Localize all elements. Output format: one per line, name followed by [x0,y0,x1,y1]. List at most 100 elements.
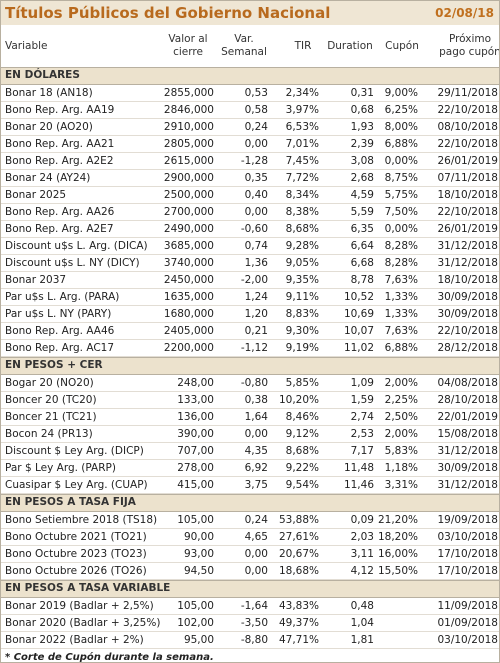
cell: 6,53% [285,121,319,133]
cell: 6,92 [244,462,268,474]
footnote: * Corte de Cupón durante la semana. [5,652,214,663]
table-row [1,204,499,221]
cell: 9,28% [285,240,319,252]
table-row [1,375,499,392]
cell: 0,00 [244,565,268,577]
cell: 2500,000 [163,189,214,201]
cell: 7,63% [384,274,418,286]
cell: 0,24 [244,514,268,526]
cell: 8,46% [285,411,319,423]
cell: Bonar 2037 [5,274,67,286]
table-row [1,238,499,255]
cell: 30/09/2018 [437,291,498,303]
cell: 2,39 [350,138,374,150]
table-row [1,409,499,426]
cell: 0,53 [244,87,268,99]
cell: 8,00% [384,121,418,133]
cell: 5,85% [285,377,319,389]
cell: Bonar 24 (AY24) [5,172,91,184]
cell: Bogar 20 (NO20) [5,377,94,389]
cell: 2900,000 [163,172,214,184]
cell: 1,04 [350,617,374,629]
cell: 10,20% [278,394,319,406]
cell: 0,00 [244,206,268,218]
table-row [1,289,499,306]
cell: 11,02 [343,342,374,354]
cell: 8,68% [285,223,319,235]
cell: 1,64 [244,411,268,423]
cell: 2450,000 [163,274,214,286]
cell: 01/09/2018 [437,617,498,629]
table-row [1,426,499,443]
cell: 26/01/2019 [437,155,498,167]
cell: 2,74 [350,411,374,423]
cell: 0,40 [244,189,268,201]
table-row [1,85,499,102]
table-row [1,323,499,340]
cell: 11/09/2018 [437,600,498,612]
cell: 95,00 [183,634,214,646]
cell: 133,00 [177,394,214,406]
table-row [1,443,499,460]
cell: 30/09/2018 [437,462,498,474]
cell: 2,53 [350,428,374,440]
cell: 0,35 [244,172,268,184]
cell: 93,00 [183,548,214,560]
cell: 2855,000 [163,87,214,99]
cell: 7,17 [350,445,374,457]
cell: 22/10/2018 [437,138,498,150]
cell: 7,63% [384,325,418,337]
cell: 707,00 [177,445,214,457]
cell: 248,00 [177,377,214,389]
cell: 31/12/2018 [437,257,498,269]
cell: 16,00% [377,548,418,560]
cell: 2,03 [350,531,374,543]
cell: 6,64 [350,240,374,252]
cell: 1680,000 [163,308,214,320]
cell: 0,09 [350,514,374,526]
cell: 105,00 [177,514,214,526]
column-header: Duration [327,40,373,52]
cell: 9,11% [285,291,319,303]
cell: 18/10/2018 [437,274,498,286]
table-row [1,136,499,153]
cell: 18,20% [377,531,418,543]
cell: 3,31% [384,479,418,491]
column-header: Próximo pago cupón [439,33,500,58]
cell: 10,52 [343,291,374,303]
cell: 0,68 [350,104,374,116]
column-header: TIR [294,40,312,52]
cell: 2,00% [384,377,418,389]
cell: 17/10/2018 [437,565,498,577]
cell: Par u$s L. Arg. (PARA) [5,291,120,303]
cell: 105,00 [177,600,214,612]
section-title: EN DÓLARES [5,69,80,81]
cell: 5,83% [384,445,418,457]
cell: 0,21 [244,325,268,337]
table-row [1,102,499,119]
section-header [1,494,499,512]
table-row [1,546,499,563]
section-title: EN PESOS A TASA VARIABLE [5,582,171,594]
cell: -3,50 [240,617,268,629]
table-row [1,460,499,477]
cell: 28/12/2018 [437,342,498,354]
cell: 8,68% [285,445,319,457]
cell: 3,11 [350,548,374,560]
cell: 8,83% [285,308,319,320]
cell: 8,75% [384,172,418,184]
cell: Bono Rep. Arg. A2E2 [5,155,114,167]
cell: Bono Rep. Arg. A2E7 [5,223,114,235]
cell: 3,97% [285,104,319,116]
cell: -1,28 [240,155,268,167]
cell: 90,00 [183,531,214,543]
cell: 3740,000 [163,257,214,269]
cell: 2700,000 [163,206,214,218]
cell: 15/08/2018 [437,428,498,440]
cell: 8,34% [285,189,319,201]
section-title: EN PESOS + CER [5,359,103,371]
cell: 4,65 [244,531,268,543]
cell: 2,25% [384,394,418,406]
column-header: Cupón [385,40,419,52]
cell: -1,12 [240,342,268,354]
